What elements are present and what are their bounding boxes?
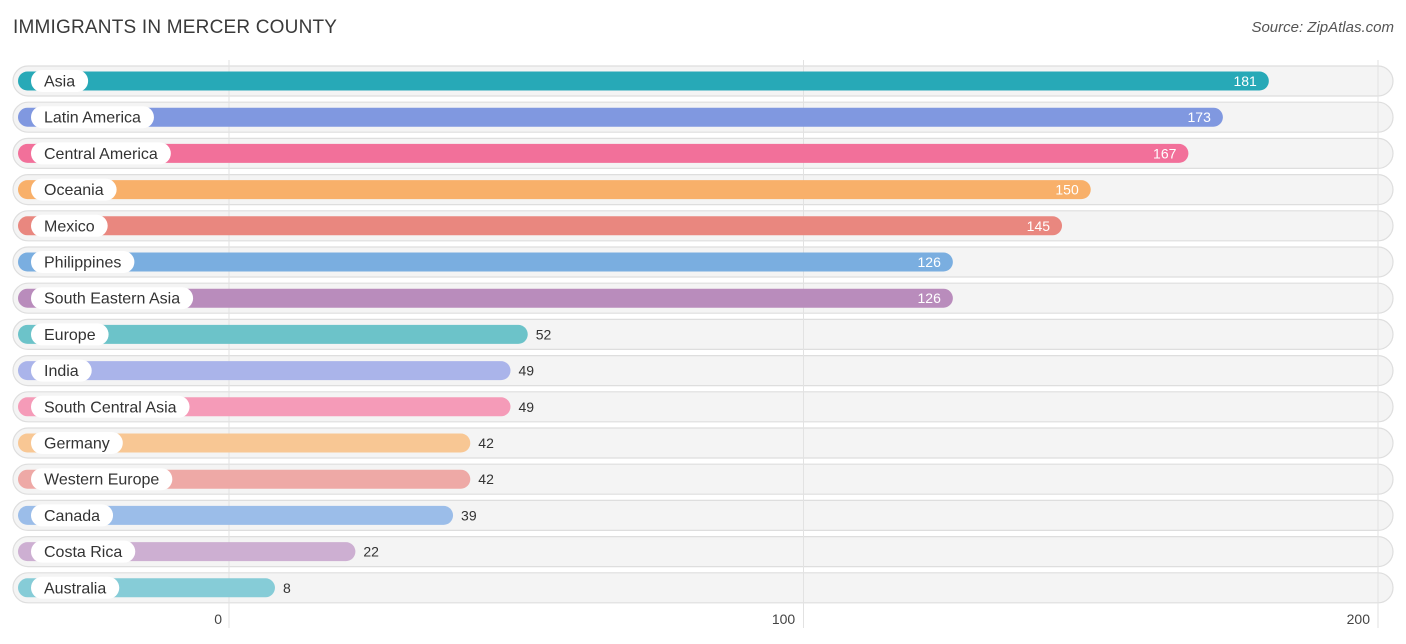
value-label: 145 [1027, 218, 1051, 234]
value-label: 126 [918, 254, 942, 270]
category-label: Philippines [44, 255, 121, 272]
category-label-pill [31, 576, 120, 599]
category-label: Central America [44, 146, 158, 163]
bar [18, 361, 511, 381]
bar [18, 505, 454, 525]
category-label: India [44, 363, 79, 380]
chart-title: IMMIGRANTS IN MERCER COUNTY [13, 17, 338, 38]
category-label: Oceania [44, 182, 104, 199]
category-label-pill [31, 214, 108, 237]
category-label-pill [31, 432, 123, 454]
value-label: 39 [461, 507, 477, 523]
value-label: 8 [283, 580, 291, 596]
bar [18, 324, 528, 344]
value-label: 181 [1233, 73, 1257, 89]
x-tick-label: 0 [214, 611, 222, 627]
value-label: 49 [519, 399, 535, 415]
value-label: 150 [1055, 182, 1079, 198]
category-label: Canada [44, 508, 100, 525]
value-label: 167 [1153, 145, 1177, 161]
bar [18, 143, 1189, 163]
category-label-pill [31, 142, 171, 165]
category-label: Western Europe [44, 472, 159, 489]
x-tick-label: 100 [772, 611, 796, 627]
category-label-pill [31, 287, 194, 310]
category-label: Mexico [44, 218, 95, 235]
value-label: 22 [363, 544, 379, 560]
category-label-pill [31, 323, 109, 346]
bar [18, 71, 1269, 91]
value-label: 126 [918, 290, 942, 306]
value-label: 52 [536, 326, 552, 342]
category-label: Costa Rica [44, 544, 122, 561]
category-label-pill [31, 251, 135, 273]
category-label: South Central Asia [44, 399, 177, 416]
category-label-pill [31, 468, 173, 491]
category-label: Latin America [44, 110, 141, 127]
value-label: 49 [519, 363, 535, 379]
x-tick-label: 200 [1347, 611, 1371, 627]
value-label: 42 [478, 471, 494, 487]
category-label: South Eastern Asia [44, 291, 180, 308]
category-label: Europe [44, 327, 96, 344]
row-background [12, 535, 1394, 568]
category-label-pill [31, 540, 136, 563]
category-label: Australia [44, 580, 106, 597]
category-label: Germany [44, 436, 110, 453]
category-label-pill [31, 395, 190, 418]
value-label: 42 [478, 435, 494, 451]
row-background [12, 572, 1394, 604]
bar [18, 288, 953, 308]
bar [18, 180, 1091, 200]
category-label-pill [31, 178, 117, 201]
bar [18, 252, 953, 272]
category-label-pill [31, 106, 154, 129]
category-label-pill [31, 359, 92, 382]
category-label-pill [31, 504, 114, 527]
value-label: 173 [1188, 109, 1212, 125]
bar [18, 107, 1223, 127]
category-label: Asia [44, 74, 75, 91]
category-label-pill [31, 70, 89, 92]
source-credit: Source: ZipAtlas.com [1251, 19, 1394, 36]
bar [18, 433, 471, 453]
bar [18, 216, 1063, 236]
